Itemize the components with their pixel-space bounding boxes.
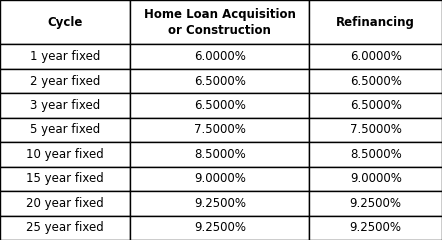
Text: Refinancing: Refinancing bbox=[336, 16, 415, 29]
Bar bbox=[309, 118, 442, 142]
Text: 3 year fixed: 3 year fixed bbox=[30, 99, 100, 112]
Bar bbox=[0, 118, 130, 142]
Text: 8.5000%: 8.5000% bbox=[194, 148, 246, 161]
Text: 2 year fixed: 2 year fixed bbox=[30, 74, 100, 88]
Text: 6.5000%: 6.5000% bbox=[350, 99, 402, 112]
Bar bbox=[130, 142, 309, 167]
Text: 1 year fixed: 1 year fixed bbox=[30, 50, 100, 63]
Bar bbox=[130, 191, 309, 216]
Bar bbox=[130, 69, 309, 93]
Text: 6.5000%: 6.5000% bbox=[350, 74, 402, 88]
Bar bbox=[309, 0, 442, 44]
Text: 7.5000%: 7.5000% bbox=[350, 123, 402, 137]
Bar bbox=[130, 118, 309, 142]
Text: 15 year fixed: 15 year fixed bbox=[27, 172, 104, 186]
Text: 9.0000%: 9.0000% bbox=[194, 172, 246, 186]
Text: 6.0000%: 6.0000% bbox=[350, 50, 402, 63]
Bar bbox=[0, 167, 130, 191]
Text: 9.2500%: 9.2500% bbox=[194, 221, 246, 234]
Text: 9.2500%: 9.2500% bbox=[350, 197, 402, 210]
Text: 9.0000%: 9.0000% bbox=[350, 172, 402, 186]
Text: Home Loan Acquisition
or Construction: Home Loan Acquisition or Construction bbox=[144, 8, 296, 36]
Bar bbox=[309, 191, 442, 216]
Text: 20 year fixed: 20 year fixed bbox=[27, 197, 104, 210]
Text: 25 year fixed: 25 year fixed bbox=[27, 221, 104, 234]
Bar bbox=[309, 69, 442, 93]
Bar bbox=[130, 44, 309, 69]
Bar bbox=[0, 93, 130, 118]
Bar bbox=[309, 167, 442, 191]
Text: 8.5000%: 8.5000% bbox=[350, 148, 402, 161]
Text: 10 year fixed: 10 year fixed bbox=[27, 148, 104, 161]
Text: 6.5000%: 6.5000% bbox=[194, 99, 246, 112]
Bar bbox=[130, 216, 309, 240]
Bar bbox=[309, 44, 442, 69]
Bar bbox=[0, 0, 130, 44]
Text: Cycle: Cycle bbox=[47, 16, 83, 29]
Text: 5 year fixed: 5 year fixed bbox=[30, 123, 100, 137]
Text: 6.0000%: 6.0000% bbox=[194, 50, 246, 63]
Bar bbox=[0, 69, 130, 93]
Bar bbox=[0, 142, 130, 167]
Text: 9.2500%: 9.2500% bbox=[350, 221, 402, 234]
Bar bbox=[309, 142, 442, 167]
Bar bbox=[0, 44, 130, 69]
Bar bbox=[130, 0, 309, 44]
Text: 9.2500%: 9.2500% bbox=[194, 197, 246, 210]
Bar bbox=[309, 93, 442, 118]
Bar bbox=[309, 216, 442, 240]
Bar bbox=[0, 191, 130, 216]
Bar bbox=[130, 167, 309, 191]
Bar bbox=[0, 216, 130, 240]
Text: 6.5000%: 6.5000% bbox=[194, 74, 246, 88]
Bar bbox=[130, 93, 309, 118]
Text: 7.5000%: 7.5000% bbox=[194, 123, 246, 137]
